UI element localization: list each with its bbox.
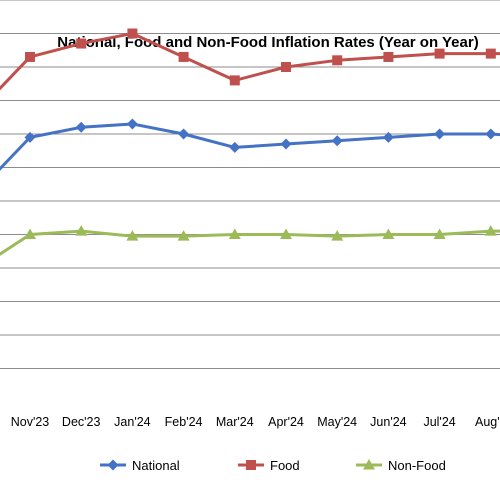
x-tick-label: Apr'24 (268, 415, 304, 429)
data-point-food (127, 28, 138, 39)
data-point-national (434, 128, 446, 140)
data-point-non-food (280, 228, 292, 239)
data-point-national (229, 141, 241, 153)
x-tick-label: Mar'24 (216, 415, 254, 429)
legend: National Food Non-Food (100, 458, 446, 473)
x-tick-label: Feb'24 (165, 415, 203, 429)
data-point-food (485, 48, 496, 59)
data-point-national (331, 135, 343, 147)
x-tick-label: Aug'2 (475, 415, 500, 429)
data-point-national (280, 138, 292, 150)
legend-label-national: National (132, 458, 180, 473)
legend-label-food: Food (270, 458, 300, 473)
data-point-non-food (382, 228, 395, 239)
legend-marker-food (246, 460, 256, 470)
data-point-non-food (484, 225, 497, 236)
gridlines (0, 0, 500, 369)
data-point-food (25, 51, 35, 62)
x-tick-label: Jun'24 (370, 415, 406, 429)
data-point-food (281, 62, 291, 72)
data-point-national (485, 128, 497, 140)
data-point-non-food (433, 228, 446, 239)
data-point-national (126, 118, 138, 130)
legend-label-non-food: Non-Food (388, 458, 446, 473)
data-point-food (76, 38, 87, 49)
series-line-non-food (0, 229, 500, 256)
x-tick-label: Jul'24 (423, 415, 455, 429)
x-tick-label: Dec'23 (62, 415, 101, 429)
data-point-food (434, 48, 445, 59)
data-point-food (332, 55, 343, 66)
data-point-non-food (177, 230, 190, 241)
data-point-food (229, 75, 240, 86)
legend-marker-national (107, 459, 119, 471)
legend-marker-non-food (363, 459, 375, 470)
data-point-national (75, 121, 87, 133)
data-point-national (382, 131, 394, 143)
series-line-national (0, 122, 500, 171)
x-tick-label: May'24 (317, 415, 357, 429)
data-point-non-food (228, 228, 241, 239)
data-point-non-food (24, 228, 36, 239)
data-point-non-food (126, 230, 139, 241)
data-point-national (178, 128, 190, 140)
series-line-food (0, 32, 500, 91)
x-axis-tick-labels: Nov'23 Dec'23 Jan'24 Feb'24 Mar'24 Apr'24 May'… (11, 415, 500, 429)
data-point-food (178, 51, 189, 62)
series-lines (0, 28, 500, 256)
data-point-non-food (75, 225, 88, 236)
x-tick-label: Nov'23 (11, 415, 50, 429)
x-tick-label: Jan'24 (114, 415, 150, 429)
data-point-non-food (331, 230, 344, 241)
data-point-food (383, 51, 394, 62)
data-point-national (24, 131, 36, 143)
